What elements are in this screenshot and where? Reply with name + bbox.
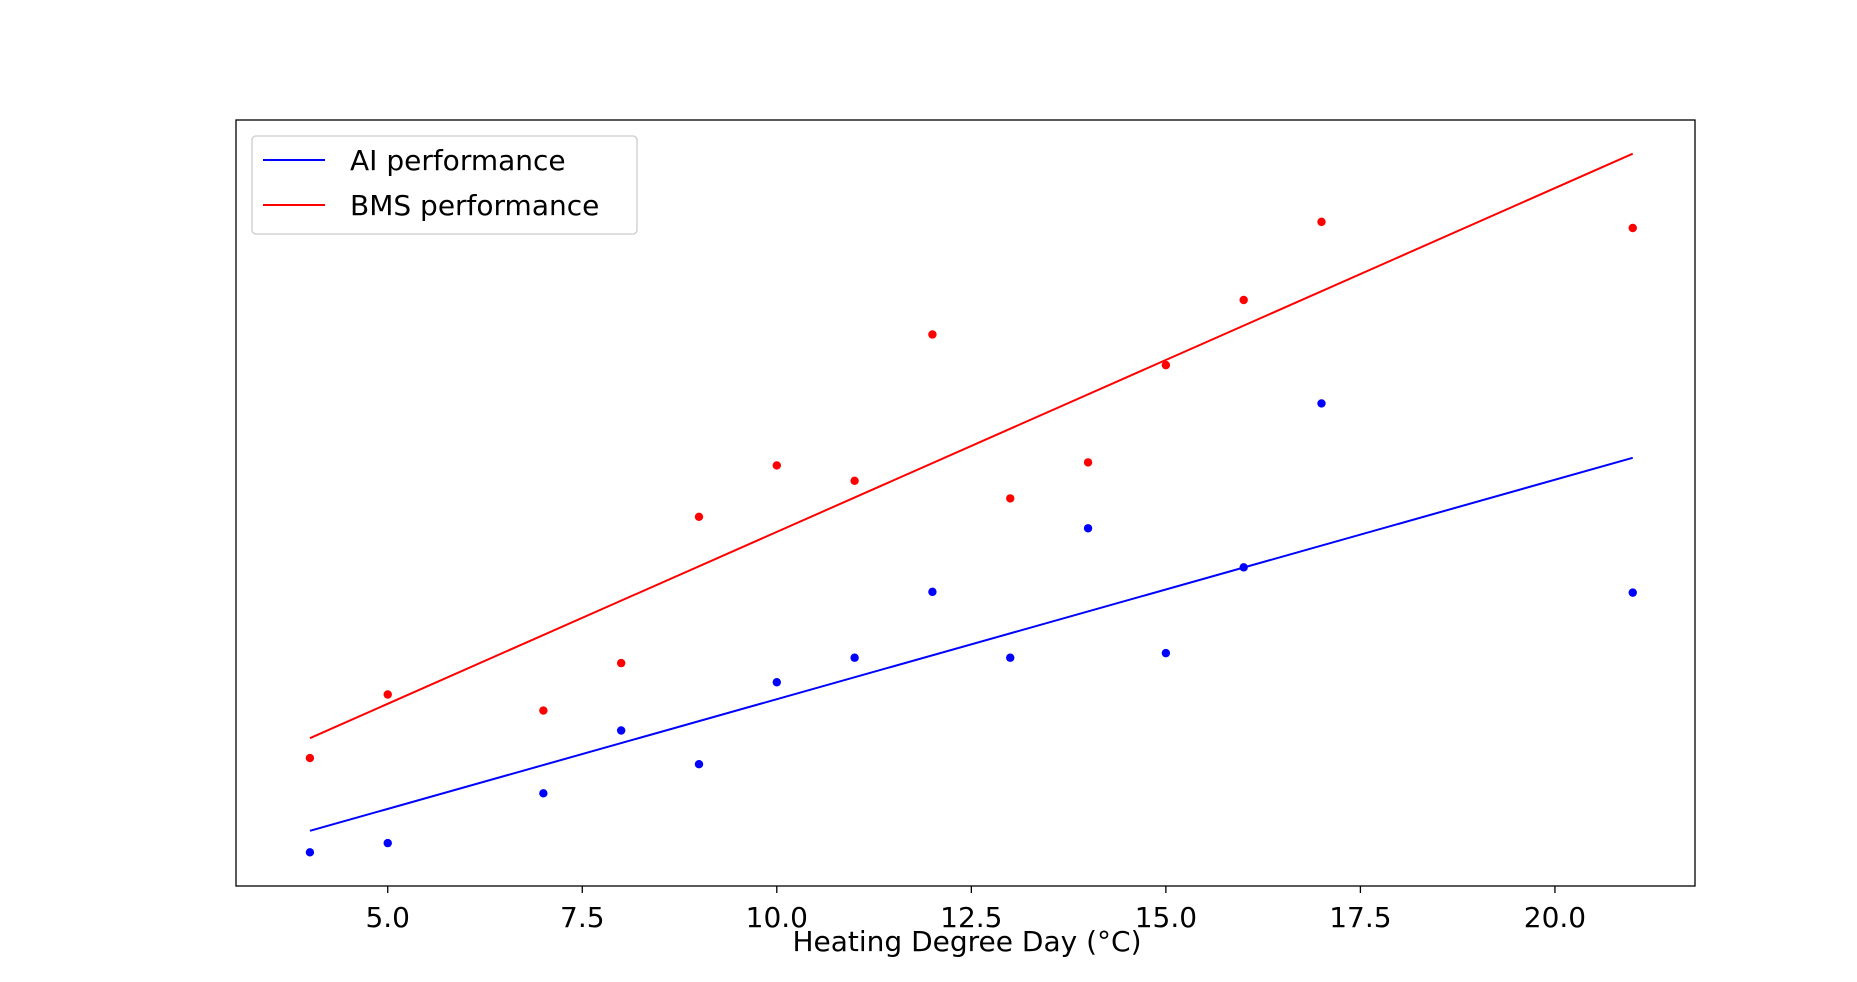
- bms-performance-point: [616, 658, 626, 668]
- x-tick-label: 17.5: [1329, 901, 1391, 934]
- bms-performance-point: [539, 706, 548, 715]
- ai-performance-point: [305, 848, 315, 857]
- bms-performance-point: [850, 476, 859, 485]
- ai-performance-point: [1083, 524, 1093, 533]
- ai-performance-point: [772, 678, 782, 687]
- x-axis-label: Heating Degree Day (°C): [792, 925, 1141, 958]
- bms-performance-point: [1317, 217, 1326, 227]
- ai-performance-point: [616, 726, 626, 735]
- legend-label-bms-performance: BMS performance: [350, 189, 599, 222]
- bms-performance-point: [305, 753, 315, 763]
- x-tick-label: 20.0: [1524, 901, 1586, 934]
- legend: AI performance BMS performance: [251, 135, 638, 235]
- bms-performance-fit-line: [309, 152, 1634, 740]
- x-tick-label: 12.5: [940, 901, 1002, 934]
- bms-performance-point: [928, 330, 937, 339]
- x-tick-label: 15.0: [1135, 901, 1197, 934]
- ai-performance-point: [928, 587, 937, 597]
- axes-frame: [235, 119, 1696, 887]
- plot-area: 5.0 7.5 10.0 12.5 15.0 17.5 20.0: [235, 119, 1696, 934]
- bms-performance-point: [1239, 295, 1248, 305]
- bms-performance-point: [772, 461, 782, 470]
- bms-performance-point: [383, 690, 392, 699]
- ai-performance-point: [1161, 648, 1171, 658]
- x-tick-label: 10.0: [746, 901, 808, 934]
- bms-performance-point: [1083, 458, 1093, 467]
- bms-performance-point: [1006, 494, 1015, 503]
- ai-performance-point: [1628, 588, 1637, 597]
- ai-performance-point: [694, 760, 704, 769]
- ai-performance-point: [1239, 563, 1248, 572]
- ai-performance-point: [539, 789, 548, 798]
- ai-performance-point: [383, 838, 392, 848]
- bms-performance-point: [1161, 360, 1171, 370]
- bms-performance-point: [1628, 223, 1637, 233]
- x-tick-label: 7.5: [560, 901, 605, 934]
- x-tick-label: 5.0: [365, 901, 410, 934]
- ai-performance-point: [850, 653, 859, 662]
- bms-performance-point: [694, 512, 704, 521]
- ai-performance-point: [1006, 653, 1015, 662]
- legend-box: [251, 135, 638, 235]
- legend-label-ai-performance: AI performance: [350, 144, 566, 177]
- ai-performance-fit-line: [309, 456, 1634, 832]
- ai-performance-point: [1317, 399, 1326, 408]
